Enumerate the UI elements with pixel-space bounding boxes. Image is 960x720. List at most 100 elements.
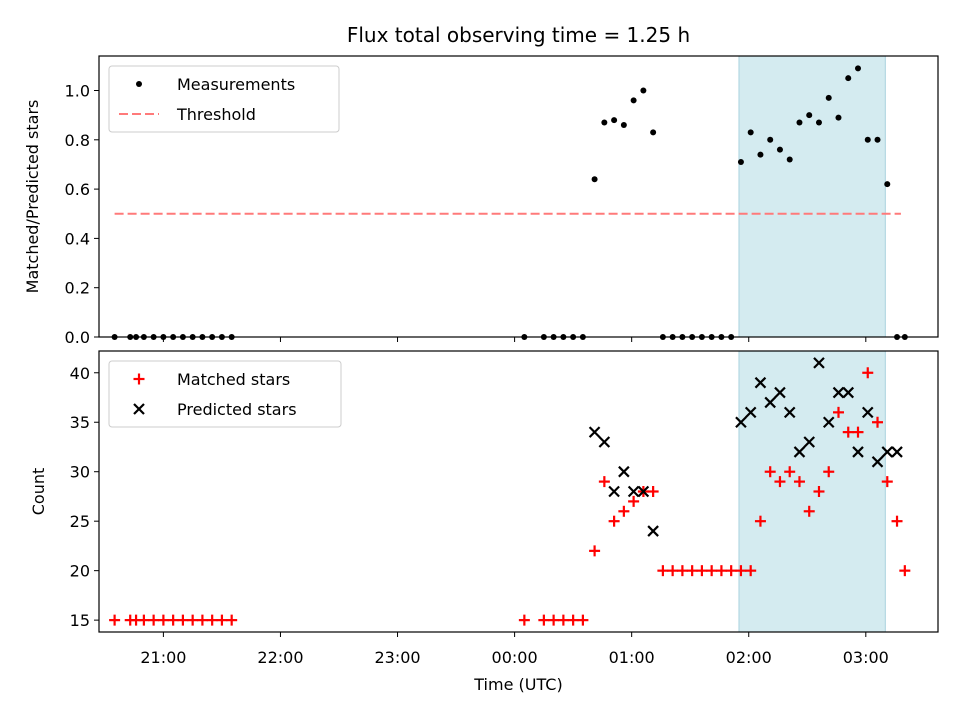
data-point: [754, 515, 766, 527]
data-point: [737, 158, 744, 165]
x-axis-label: Time (UTC): [473, 675, 562, 694]
data-point: [686, 565, 698, 577]
chart-title: Flux total observing time = 1.25 h: [347, 23, 690, 47]
y-tick-label: 15: [70, 611, 90, 630]
bottom-panel: 15 20 25 30 35 40 Count Matched stars Predicte…: [29, 350, 939, 637]
data-point: [620, 122, 627, 129]
data-point: [754, 376, 767, 389]
data-point: [735, 565, 747, 577]
x-tick-label: 21:00: [140, 648, 186, 667]
data-point: [630, 97, 637, 104]
data-point: [735, 416, 747, 429]
data-point: [601, 119, 608, 126]
data-point: [783, 406, 796, 419]
data-point: [793, 476, 805, 488]
x-tick-label: 23:00: [374, 648, 420, 667]
data-point: [138, 614, 150, 626]
data-point: [803, 505, 815, 517]
data-point: [650, 129, 657, 136]
data-point: [647, 486, 659, 497]
y-tick-label: 20: [70, 562, 90, 581]
y-tick-label: 0.4: [65, 229, 90, 248]
x-tick-label: 01:00: [609, 648, 655, 667]
bottom-y-axis-label: Count: [29, 468, 48, 516]
data-point: [806, 112, 813, 119]
data-point: [891, 515, 903, 527]
observing-highlight-span: [738, 350, 886, 633]
data-point: [608, 515, 620, 527]
data-point: [715, 565, 727, 577]
data-point: [842, 386, 855, 399]
data-point: [627, 485, 640, 498]
y-tick-label: 35: [70, 413, 90, 432]
legend-box: [108, 65, 340, 133]
data-point: [874, 136, 881, 143]
data-point: [774, 386, 786, 399]
y-tick-label: 40: [70, 364, 90, 383]
y-tick-label: 0.6: [65, 180, 90, 199]
x-tick-label: 02:00: [726, 648, 772, 667]
data-point: [567, 614, 579, 626]
legend-entry-label: Measurements: [177, 75, 295, 94]
data-point: [884, 181, 891, 188]
data-point: [618, 465, 630, 478]
data-point: [148, 614, 160, 626]
data-point: [657, 565, 669, 577]
data-point: [786, 156, 793, 163]
data-point: [667, 565, 679, 577]
data-point: [598, 476, 610, 488]
data-point: [822, 416, 835, 429]
data-point: [588, 426, 601, 438]
data-point: [764, 396, 776, 409]
data-point: [871, 456, 884, 468]
data-point: [591, 176, 598, 183]
data-point: [611, 117, 618, 124]
data-point: [177, 614, 189, 626]
top-panel: 0.0 0.2 0.4 0.6 0.8 1.0 Matched/Predicted sta…: [23, 55, 939, 347]
data-point: [538, 614, 550, 626]
data-point: [676, 565, 688, 577]
observing-highlight-span: [738, 55, 886, 338]
data-point: [518, 614, 530, 626]
data-point: [862, 367, 874, 379]
bottom-legend: Matched stars Predicted stars: [108, 360, 342, 428]
x-tick-label: 00:00: [492, 648, 538, 667]
top-legend: Measurements Threshold: [108, 65, 340, 133]
data-point: [861, 406, 874, 419]
y-tick-label: 30: [70, 463, 90, 482]
data-point: [577, 614, 589, 626]
y-tick-label: 0.8: [65, 131, 90, 150]
data-point: [608, 485, 620, 498]
data-point: [745, 565, 757, 577]
data-point: [832, 386, 845, 399]
data-point: [757, 151, 764, 158]
data-point: [744, 406, 757, 419]
data-point: [852, 426, 864, 438]
y-tick-label: 25: [70, 512, 90, 531]
data-point: [548, 614, 560, 626]
data-point: [187, 614, 199, 626]
data-point: [881, 446, 894, 458]
x-tick-label: 22:00: [257, 648, 303, 667]
y-tick-label: 1.0: [65, 82, 90, 101]
bottom-plot-frame: [98, 350, 939, 633]
data-point: [855, 65, 862, 72]
data-point: [899, 565, 911, 577]
legend-entry-label: Matched stars: [177, 370, 290, 389]
data-point: [157, 614, 169, 626]
legend-entry-label: Predicted stars: [177, 400, 297, 419]
data-point: [216, 614, 228, 626]
data-point: [167, 614, 179, 626]
data-point: [872, 416, 884, 428]
data-point: [206, 614, 218, 626]
data-point: [891, 446, 903, 458]
data-point: [803, 436, 816, 448]
legend-box: [108, 360, 342, 428]
data-point: [696, 565, 708, 577]
legend-marker: [136, 81, 142, 87]
data-point: [618, 505, 630, 517]
data-point: [845, 75, 852, 82]
data-point: [226, 614, 238, 626]
data-point: [823, 466, 835, 478]
